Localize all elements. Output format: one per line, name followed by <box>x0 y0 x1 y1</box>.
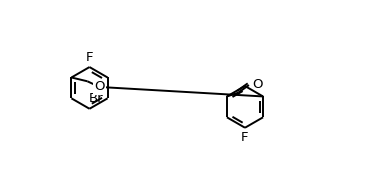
Text: Br: Br <box>89 92 103 105</box>
Text: O: O <box>94 80 105 93</box>
Text: F: F <box>86 51 93 64</box>
Text: F: F <box>241 131 249 144</box>
Text: O: O <box>252 78 263 91</box>
